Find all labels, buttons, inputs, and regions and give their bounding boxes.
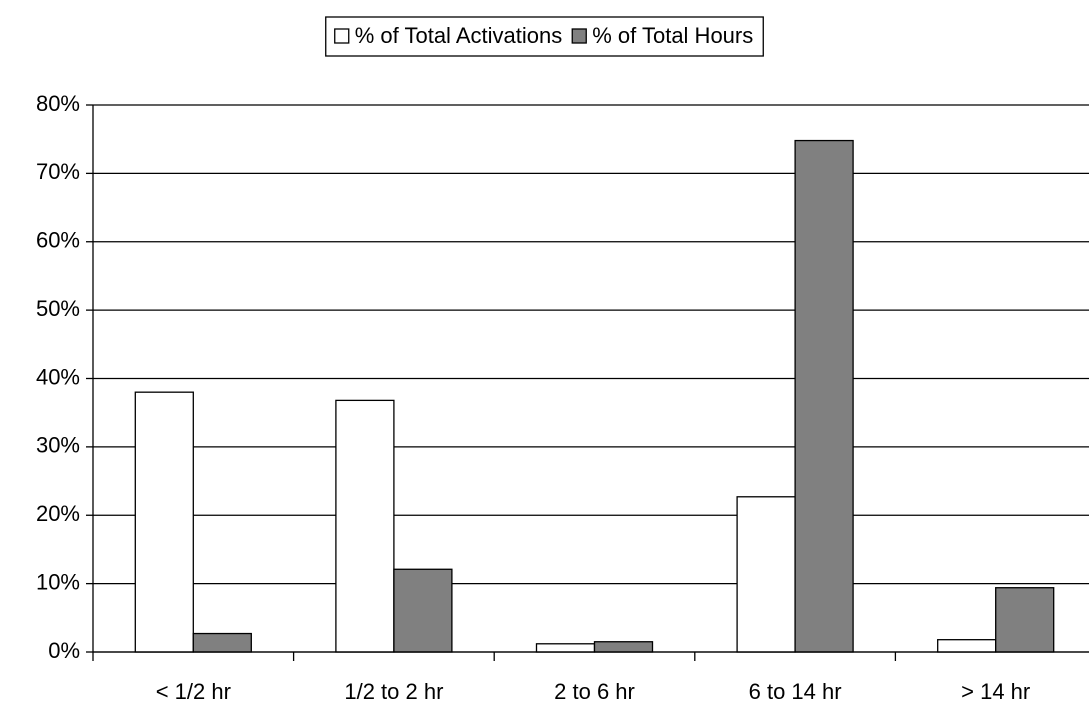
y-tick-label: 80% <box>36 91 80 116</box>
legend-swatch <box>334 28 350 44</box>
bar <box>593 641 654 653</box>
bar <box>794 139 854 653</box>
y-tick-label: 20% <box>36 501 80 526</box>
bar <box>192 632 252 653</box>
x-tick-label: 1/2 to 2 hr <box>344 679 443 704</box>
legend-label: % of Total Activations <box>355 23 563 48</box>
y-tick-label: 40% <box>36 364 80 389</box>
y-tick-label: 60% <box>36 228 80 253</box>
x-tick-label: < 1/2 hr <box>156 679 231 704</box>
bar <box>736 496 796 653</box>
y-tick-label: 70% <box>36 159 80 184</box>
legend-label: % of Total Hours <box>592 23 753 48</box>
y-tick-label: 50% <box>36 296 80 321</box>
x-tick-label: 2 to 6 hr <box>554 679 635 704</box>
bar <box>535 643 596 653</box>
legend-swatch <box>571 28 587 44</box>
y-tick-label: 0% <box>48 638 80 663</box>
bar <box>393 568 453 653</box>
y-tick-label: 30% <box>36 433 80 458</box>
x-tick-label: 6 to 14 hr <box>749 679 842 704</box>
bar <box>134 391 194 653</box>
bar <box>335 399 395 653</box>
x-tick-label: > 14 hr <box>961 679 1030 704</box>
y-tick-label: 10% <box>36 569 80 594</box>
bar <box>995 587 1055 653</box>
legend-box <box>325 16 764 57</box>
bar <box>937 639 997 653</box>
